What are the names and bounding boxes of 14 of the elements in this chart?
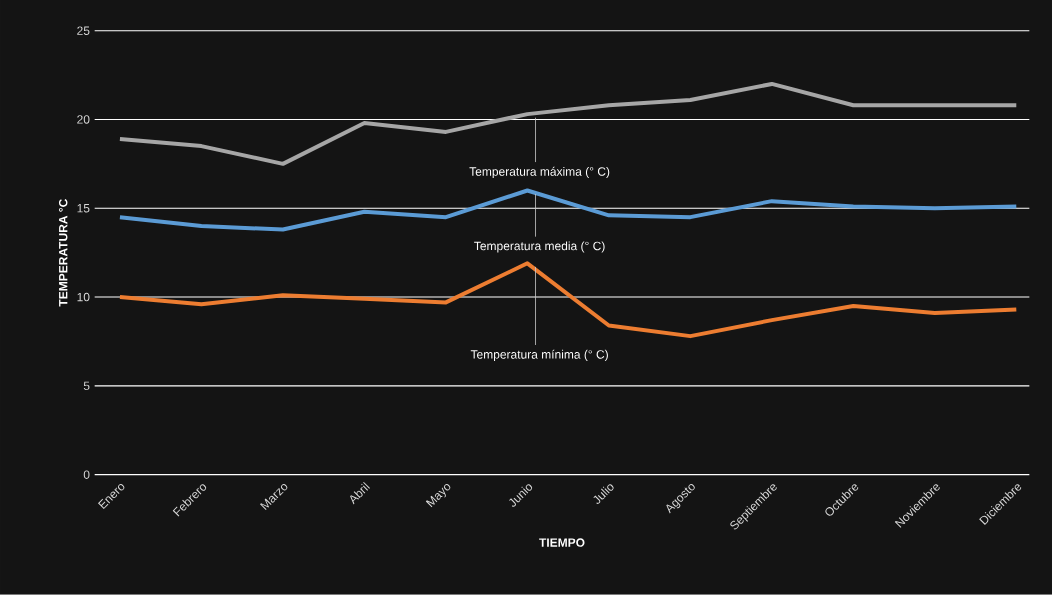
x-axis-title: TIEMPO	[539, 538, 585, 547]
y-axis-title: TEMPERATURA °C	[58, 199, 68, 307]
annotation: Temperatura máxima (° C)	[469, 166, 610, 179]
y-tick-label: 25	[77, 26, 90, 36]
y-tick-label: 20	[77, 115, 90, 124]
y-tick-label: 0	[83, 470, 90, 480]
annotation: Temperatura media (° C)	[474, 241, 605, 253]
y-tick-label: 10	[77, 292, 90, 302]
x-tick-label: Julio	[593, 484, 614, 505]
line-series	[117, 261, 1019, 339]
y-tick-label: 5	[83, 381, 90, 391]
annotation: Temperatura mínima (° C)	[470, 349, 608, 362]
line-series	[117, 188, 1019, 232]
y-tick-label: 15	[77, 204, 90, 213]
